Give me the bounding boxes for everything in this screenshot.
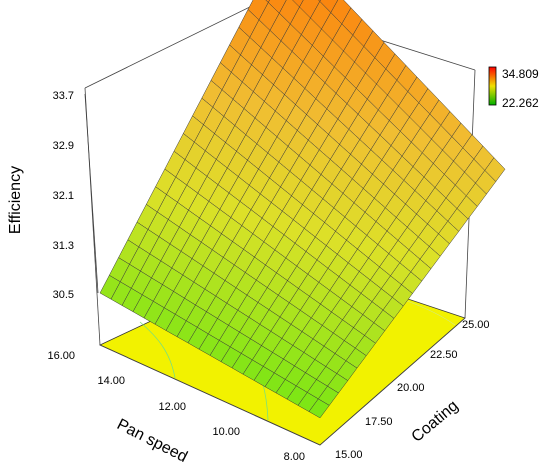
x-tick-label: 14.00 [97,375,125,387]
x-tick-label: 16.00 [47,350,75,362]
y-tick-label: 15.00 [335,449,363,461]
contour-line-1 [139,321,176,379]
y-tick-label: 20.00 [397,382,425,394]
z-axis-line [84,93,99,294]
z-tick-label: 32.9 [53,140,74,152]
x-axis-label: Pan speed [114,416,190,466]
z-tick-label: 31.3 [53,240,74,252]
colorbar-max-label: 34.809 [502,67,539,81]
x-tick-label: 8.00 [284,451,305,463]
box-edge-back-top [84,1,261,89]
x-tick-label: 12.00 [158,401,186,413]
response-surface [99,0,506,419]
colorbar: 34.809 22.262 [488,66,539,110]
z-tick-label: 30.5 [53,289,74,301]
y-axis-label: Coating [409,397,462,445]
y-tick-label: 17.50 [365,416,393,428]
surface-cell [308,398,330,419]
z-tick-label: 32.1 [53,190,74,202]
x-axis-line [99,344,321,446]
y-axis-line [319,317,466,446]
z-axis-label: Efficiency [7,166,24,234]
colorbar-min-label: 22.262 [502,96,539,110]
x-tick-label: 10.00 [212,426,240,438]
z-axis: 33.7 32.9 32.1 31.3 30.5 Efficiency [7,90,99,301]
y-tick-label: 25.00 [462,319,490,331]
z-tick-label: 33.7 [53,90,74,102]
colorbar-swatch [488,66,497,106]
y-tick-label: 22.50 [430,349,458,361]
